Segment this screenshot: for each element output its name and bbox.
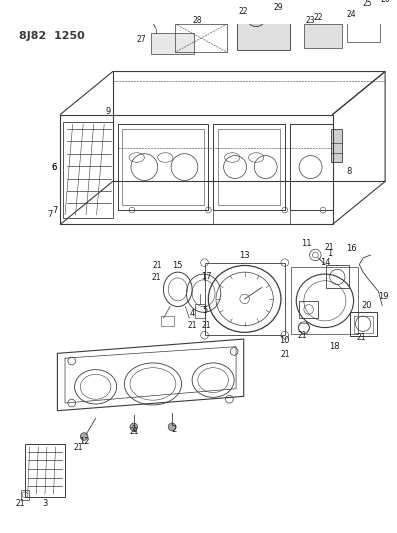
Bar <box>347 21 380 42</box>
Text: 23: 23 <box>306 17 315 26</box>
Text: 11: 11 <box>301 239 312 248</box>
Bar <box>218 129 280 205</box>
Text: 21: 21 <box>129 427 139 436</box>
Bar <box>237 19 289 50</box>
Text: 1: 1 <box>131 425 137 434</box>
Bar <box>213 124 285 210</box>
Text: 24: 24 <box>347 10 357 19</box>
Text: 21: 21 <box>202 321 211 330</box>
Bar <box>195 304 204 318</box>
Text: 26: 26 <box>380 0 390 4</box>
Bar <box>25 444 65 497</box>
Bar <box>151 33 194 54</box>
Text: 17: 17 <box>201 272 212 281</box>
Bar <box>299 301 318 318</box>
Bar <box>204 263 285 335</box>
Text: 8J82  1250: 8J82 1250 <box>19 31 85 42</box>
Text: 3: 3 <box>42 499 48 508</box>
Bar <box>175 24 227 52</box>
Text: 21: 21 <box>280 350 289 359</box>
Text: 9: 9 <box>105 107 111 116</box>
Text: 27: 27 <box>137 36 146 44</box>
Bar <box>118 124 208 210</box>
Bar <box>122 129 204 205</box>
Ellipse shape <box>247 7 266 27</box>
Bar <box>350 312 376 336</box>
Bar <box>304 24 342 47</box>
Text: 16: 16 <box>346 244 357 253</box>
Text: 19: 19 <box>378 292 388 301</box>
Bar <box>160 316 174 326</box>
Ellipse shape <box>130 423 138 431</box>
Text: 8: 8 <box>346 167 351 176</box>
Text: 29: 29 <box>273 3 283 12</box>
Text: 4: 4 <box>189 309 195 318</box>
Text: 5: 5 <box>202 306 207 315</box>
Text: 2: 2 <box>172 425 177 434</box>
Text: 21: 21 <box>297 330 307 340</box>
Text: 6: 6 <box>52 163 57 172</box>
Text: 28: 28 <box>192 17 202 26</box>
Text: 21: 21 <box>187 321 197 330</box>
Text: 20: 20 <box>362 301 372 310</box>
Bar <box>354 316 373 333</box>
Text: 21: 21 <box>325 243 334 252</box>
Bar <box>331 129 342 162</box>
Bar <box>289 124 333 210</box>
Text: 13: 13 <box>239 252 250 261</box>
Text: 15: 15 <box>173 261 183 270</box>
Bar <box>21 490 29 499</box>
Text: 21: 21 <box>74 442 83 451</box>
Text: 12: 12 <box>79 437 89 446</box>
Text: 7: 7 <box>52 206 57 215</box>
Text: 6: 6 <box>51 163 56 172</box>
Bar <box>326 265 349 288</box>
Ellipse shape <box>168 423 176 431</box>
Text: 21: 21 <box>357 333 366 342</box>
Text: 21: 21 <box>151 273 160 282</box>
Text: 18: 18 <box>329 342 340 351</box>
Text: 1: 1 <box>327 248 332 257</box>
Text: 14: 14 <box>320 258 330 267</box>
Text: 7: 7 <box>47 211 52 220</box>
Ellipse shape <box>80 433 88 440</box>
Bar <box>291 268 358 334</box>
Text: 22: 22 <box>239 7 249 16</box>
Bar <box>63 122 113 217</box>
Text: 21: 21 <box>152 261 162 270</box>
Text: 22: 22 <box>314 13 323 21</box>
Text: 10: 10 <box>279 336 290 345</box>
Text: 25: 25 <box>362 0 372 8</box>
Text: 21: 21 <box>15 499 25 508</box>
